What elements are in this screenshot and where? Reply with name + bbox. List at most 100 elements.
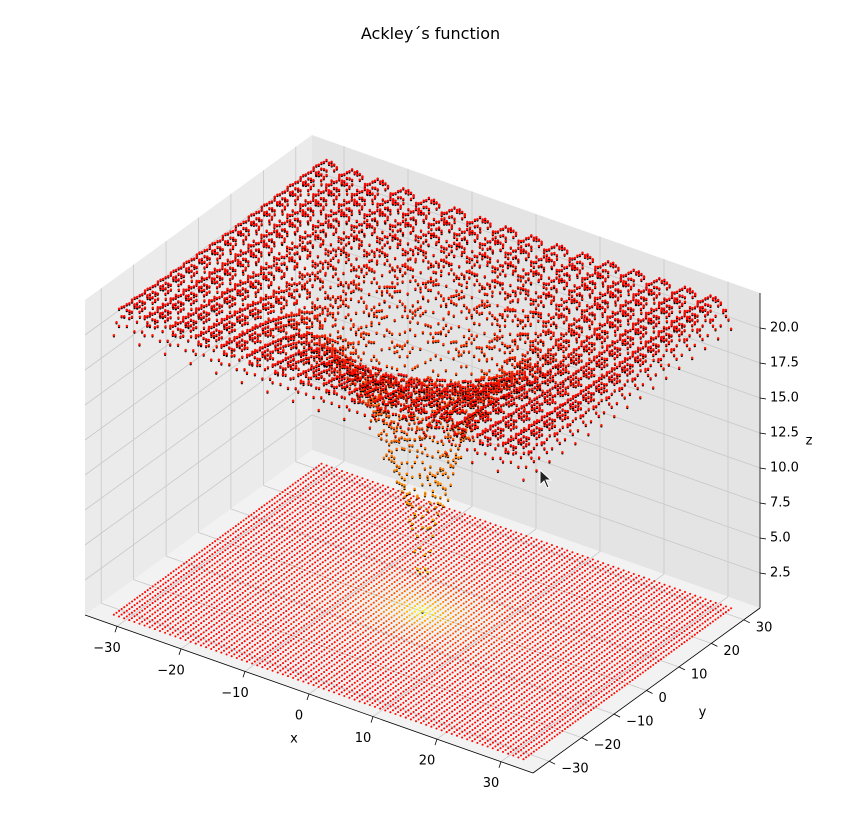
floor-point — [203, 581, 206, 584]
floor-point — [642, 649, 645, 652]
floor-point — [316, 548, 319, 551]
floor-point — [356, 629, 360, 632]
floor-point — [272, 563, 276, 566]
floor-point — [673, 604, 676, 607]
floor-point — [488, 611, 491, 614]
floor-point — [264, 591, 267, 594]
floor-point — [701, 611, 704, 614]
floor-point — [379, 640, 383, 643]
floor-point — [252, 534, 255, 537]
floor-point — [621, 636, 624, 639]
floor-point — [426, 606, 429, 609]
floor-point — [197, 612, 200, 615]
floor-point — [185, 588, 188, 591]
floor-point — [534, 650, 537, 653]
floor-point — [534, 622, 537, 625]
floor-point — [298, 533, 302, 536]
floor-point — [540, 585, 543, 588]
floor-point — [647, 628, 650, 631]
floor-point — [476, 554, 479, 557]
floor-point — [480, 583, 484, 586]
floor-point — [501, 607, 504, 610]
floor-point — [215, 599, 218, 602]
floor-point — [447, 591, 450, 594]
floor-point — [324, 553, 327, 556]
floor-point — [301, 570, 304, 573]
floor-point — [629, 602, 632, 605]
floor-point — [490, 609, 493, 612]
floor-point — [650, 587, 653, 590]
floor-point — [542, 605, 545, 608]
floor-point — [334, 557, 337, 560]
floor-point — [341, 607, 344, 610]
floor-point — [444, 599, 447, 602]
floor-point — [619, 599, 622, 602]
floor-point — [583, 631, 586, 634]
floor-point — [293, 565, 296, 568]
floor-point — [488, 555, 492, 558]
floor-point — [324, 520, 327, 523]
floor-point — [568, 603, 571, 606]
floor-point — [226, 536, 230, 539]
floor-point — [488, 617, 491, 620]
floor-point — [295, 641, 298, 644]
floor-point — [453, 548, 456, 551]
floor-point — [463, 535, 466, 538]
floor-point — [593, 606, 596, 609]
floor-point — [172, 592, 175, 595]
floor-point — [185, 572, 188, 575]
floor-point — [346, 648, 349, 651]
floor-point — [617, 573, 620, 576]
floor-point — [454, 619, 457, 622]
floor-point — [347, 548, 350, 551]
floor-point — [455, 563, 458, 566]
floor-point — [536, 648, 539, 651]
floor-point — [447, 613, 450, 617]
floor-point — [274, 628, 277, 631]
floor-point — [226, 586, 229, 589]
floor-point — [314, 533, 317, 536]
floor-point — [229, 556, 232, 559]
floor-point — [355, 570, 358, 573]
floor-point — [650, 598, 653, 601]
floor-point — [614, 630, 617, 633]
floor-point — [153, 628, 156, 631]
floor-point — [544, 609, 547, 612]
floor-point — [534, 599, 537, 603]
floor-point — [228, 618, 231, 621]
floor-point — [380, 629, 383, 632]
floor-point — [264, 580, 268, 583]
floor-point — [629, 625, 632, 628]
floor-point — [269, 643, 272, 646]
floor-point — [477, 624, 480, 627]
floor-point — [601, 567, 605, 570]
floor-point — [371, 514, 374, 517]
floor-point — [318, 641, 321, 644]
floor-point — [479, 529, 482, 533]
floor-point — [267, 550, 271, 553]
floor-point — [450, 545, 453, 548]
floor-point — [251, 617, 254, 620]
floor-point — [261, 649, 264, 652]
floor-point — [588, 610, 591, 613]
floor-point — [349, 618, 352, 621]
floor-point — [375, 571, 378, 574]
floor-point — [313, 617, 316, 620]
floor-point — [226, 541, 229, 544]
floor-point — [578, 590, 581, 593]
floor-point — [414, 521, 417, 524]
floor-point — [552, 648, 555, 651]
floor-point — [226, 564, 229, 567]
floor-point — [493, 579, 496, 583]
floor-point — [383, 577, 386, 580]
floor-point — [376, 482, 379, 485]
floor-point — [241, 569, 245, 572]
floor-point — [284, 494, 287, 497]
floor-point — [154, 600, 157, 603]
floor-point — [511, 605, 514, 608]
floor-point — [444, 654, 447, 657]
floor-point — [590, 636, 593, 639]
floor-point — [642, 626, 645, 629]
floor-point — [263, 515, 266, 518]
